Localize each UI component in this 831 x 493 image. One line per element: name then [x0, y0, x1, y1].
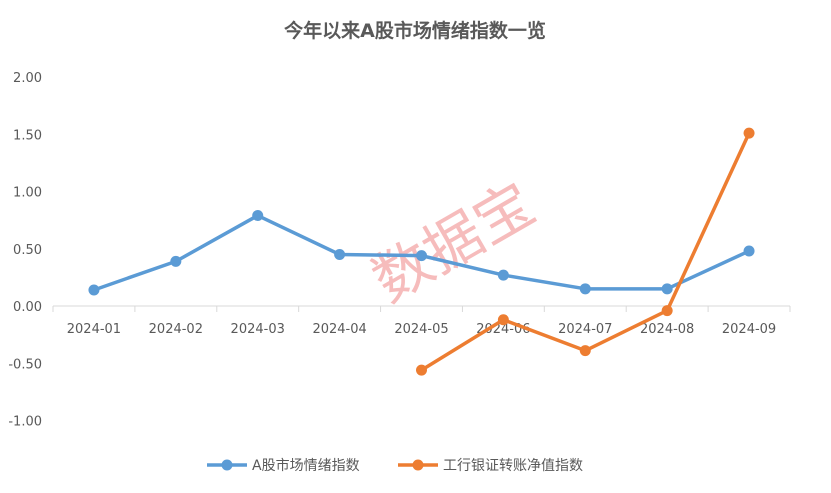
y-tick-label: -0.50: [8, 357, 42, 372]
data-point-2: [579, 345, 591, 357]
data-point-2: [416, 364, 427, 376]
data-point-1: [579, 283, 591, 295]
data-point-2: [661, 305, 673, 317]
data-point-1: [252, 210, 264, 222]
y-tick-label: 1.50: [13, 128, 42, 143]
legend-label-1: A股市场情绪指数: [252, 457, 360, 474]
data-point-1: [661, 283, 673, 295]
x-tick-label: 2024-05: [394, 322, 448, 337]
data-point-1: [743, 245, 755, 257]
x-tick-label: 2024-04: [312, 322, 366, 337]
x-tick-label: 2024-07: [558, 322, 612, 337]
watermark: 数据宝: [361, 169, 546, 315]
chart-title: 今年以来A股市场情绪指数一览: [283, 19, 546, 42]
y-tick-label: -1.00: [8, 415, 42, 430]
y-tick-label: 2.00: [13, 71, 42, 86]
data-point-1: [334, 248, 346, 260]
x-tick-label: 2024-01: [67, 322, 121, 337]
x-tick-label: 2024-02: [149, 322, 203, 337]
y-tick-label: 0.50: [13, 243, 42, 258]
data-point-1: [170, 255, 182, 267]
y-tick-label: 1.00: [13, 186, 42, 201]
data-point-1: [416, 250, 427, 262]
data-point-2: [497, 314, 509, 326]
x-tick-label: 2024-08: [640, 322, 694, 337]
data-point-2: [743, 127, 755, 139]
y-tick-label: 0.00: [13, 300, 42, 315]
data-point-1: [88, 284, 100, 296]
data-point-1: [497, 269, 509, 281]
x-tick-label: 2024-09: [722, 322, 776, 337]
legend-marker-2: [412, 459, 424, 471]
legend-label-2: 工行银证转账净值指数: [443, 458, 583, 474]
x-tick-label: 2024-03: [231, 322, 285, 337]
legend-marker-1: [221, 459, 233, 471]
